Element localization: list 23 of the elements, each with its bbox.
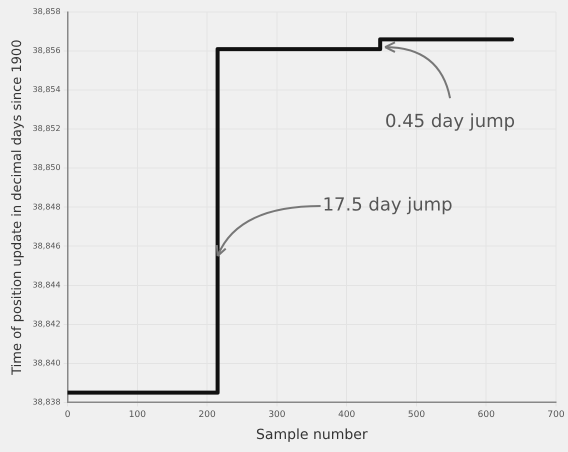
x-tick-label: 400 xyxy=(338,410,356,420)
y-tick-label: 38,846 xyxy=(32,241,61,250)
x-tick-label: 100 xyxy=(128,410,146,420)
x-tick-label: 200 xyxy=(198,410,216,420)
x-tick-label: 600 xyxy=(478,410,496,420)
y-axis-title: Time of position update in decimal days since 1900 xyxy=(10,40,26,376)
x-tick-label: 0 xyxy=(64,410,71,420)
y-tick-label: 38,838 xyxy=(32,397,61,406)
x-tick-label: 700 xyxy=(547,410,565,420)
y-tick-label: 38,844 xyxy=(32,280,61,290)
y-tick-label: 38,852 xyxy=(32,124,61,134)
y-tick-label: 38,856 xyxy=(32,46,61,56)
x-tick-label: 500 xyxy=(408,410,426,420)
y-tick-label: 38,854 xyxy=(32,85,61,94)
y-tick-label: 38,858 xyxy=(32,7,61,16)
y-tick-label: 38,842 xyxy=(32,319,61,328)
x-tick-label: 300 xyxy=(268,410,286,420)
annotation: 17.5 day jump xyxy=(322,194,453,216)
annotation: 0.45 day jump xyxy=(385,110,516,132)
x-axis-title: Sample number xyxy=(256,427,368,444)
y-tick-label: 38,850 xyxy=(32,163,61,172)
y-tick-label: 38,848 xyxy=(32,202,61,212)
y-tick-label: 38,840 xyxy=(32,358,61,368)
